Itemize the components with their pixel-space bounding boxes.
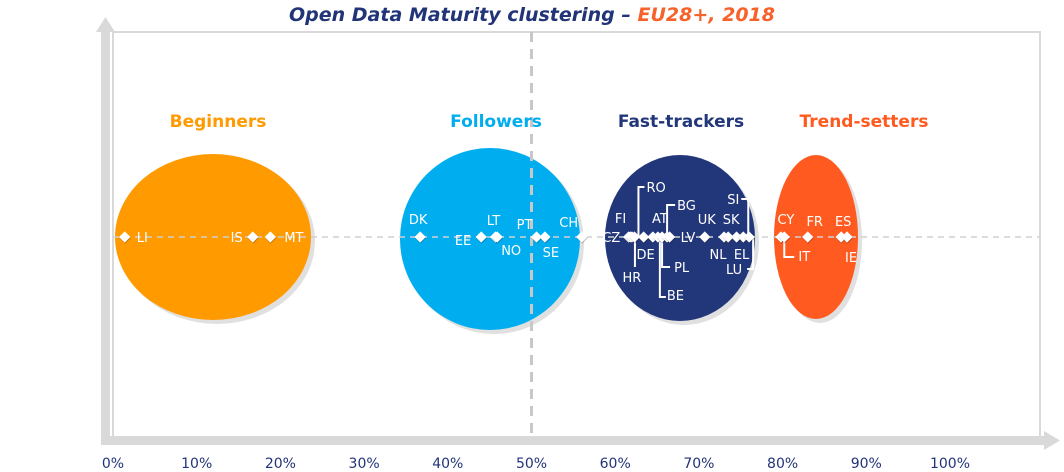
point-label: MT [284,231,303,246]
point-label: DK [409,213,428,228]
label-leader-lines [633,186,795,298]
point-label: LU [726,263,742,278]
data-point-se [539,231,551,243]
point-label: PT [517,218,533,233]
x-tick-label: 30% [349,456,380,472]
point-label: AT [652,212,668,227]
point-label: CZ [602,231,620,246]
point-label: BE [667,289,684,304]
point-label: BG [677,199,696,214]
x-tick-label: 10% [181,456,212,472]
cluster-ellipse-trend-setters [774,155,858,319]
leader-line [661,237,671,268]
cluster-label: Trend-setters [800,112,929,132]
point-label: SI [727,193,739,208]
point-label: SK [723,213,740,228]
x-axis [101,436,1046,445]
leader-line [666,204,676,237]
data-point-es [835,231,847,243]
data-point-uk [699,231,711,243]
x-tick-label: 0% [102,456,124,472]
point-label: ES [835,215,851,230]
x-tick-label: 90% [851,456,882,472]
point-label: DE [637,248,655,263]
data-point-lu [743,231,755,243]
data-point-ie [841,231,853,243]
leader-line [783,237,795,258]
data-point-pt [530,231,543,243]
point-label: LV [681,231,696,246]
cluster-ellipses [115,148,862,334]
y-axis [101,30,110,442]
leader-line [658,237,666,298]
axes [96,17,1060,450]
data-point-lv [663,231,676,243]
data-point-si [737,231,749,243]
data-point-fr [802,231,814,243]
point-label: IT [798,250,810,265]
data-point-dk [414,231,426,243]
cluster-label: Beginners [170,112,267,132]
point-label: LI [137,231,148,246]
point-label: PL [674,261,690,276]
point-label: LT [487,214,500,229]
point-label: CH [559,216,578,231]
point-label: SE [543,246,559,261]
x-tick-label: 40% [432,456,463,472]
point-label: HR [623,271,642,286]
leader-line [637,186,645,237]
cluster-ellipse-followers [400,148,580,330]
point-label: CY [778,213,795,228]
point-label: NO [501,244,521,259]
chart-title-highlight: EU28+, 2018 [638,4,775,26]
data-point-de [638,231,650,243]
point-label: FI [615,212,626,227]
chart-title: Open Data Maturity clustering – EU28+, 2… [289,4,775,26]
data-point-ee [475,231,487,243]
point-label: IS [231,231,243,246]
cluster-label: Followers [450,112,542,132]
point-label: UK [698,213,717,228]
x-axis-arrow-icon [1044,431,1060,450]
data-point-mt [264,231,277,243]
point-label: NL [710,248,728,263]
x-tick-label: 20% [265,456,296,472]
x-tick-label: 70% [683,456,714,472]
x-tick-label: 80% [767,456,798,472]
data-point-el [730,231,743,243]
point-label: EL [734,248,750,263]
data-point-no [491,231,503,243]
data-point-sk [722,231,734,243]
cluster-ellipse-fast-trackers [605,155,755,321]
point-label: IE [845,251,857,266]
x-tick-label: 100% [930,456,970,472]
chart-title-main: Open Data Maturity clustering – [289,4,638,26]
x-tick-label: 60% [600,456,631,472]
point-label: RO [646,181,665,196]
x-tick-label: 50% [516,456,547,472]
leader-line [747,237,755,270]
point-label: FR [806,215,823,230]
data-point-it [778,231,790,243]
cluster-label: Fast-trackers [618,112,744,132]
y-axis-arrow-icon [96,17,115,32]
point-label: EE [455,234,471,249]
leader-line [741,198,750,237]
data-point-ch [576,231,588,243]
data-point-ro [628,231,641,243]
